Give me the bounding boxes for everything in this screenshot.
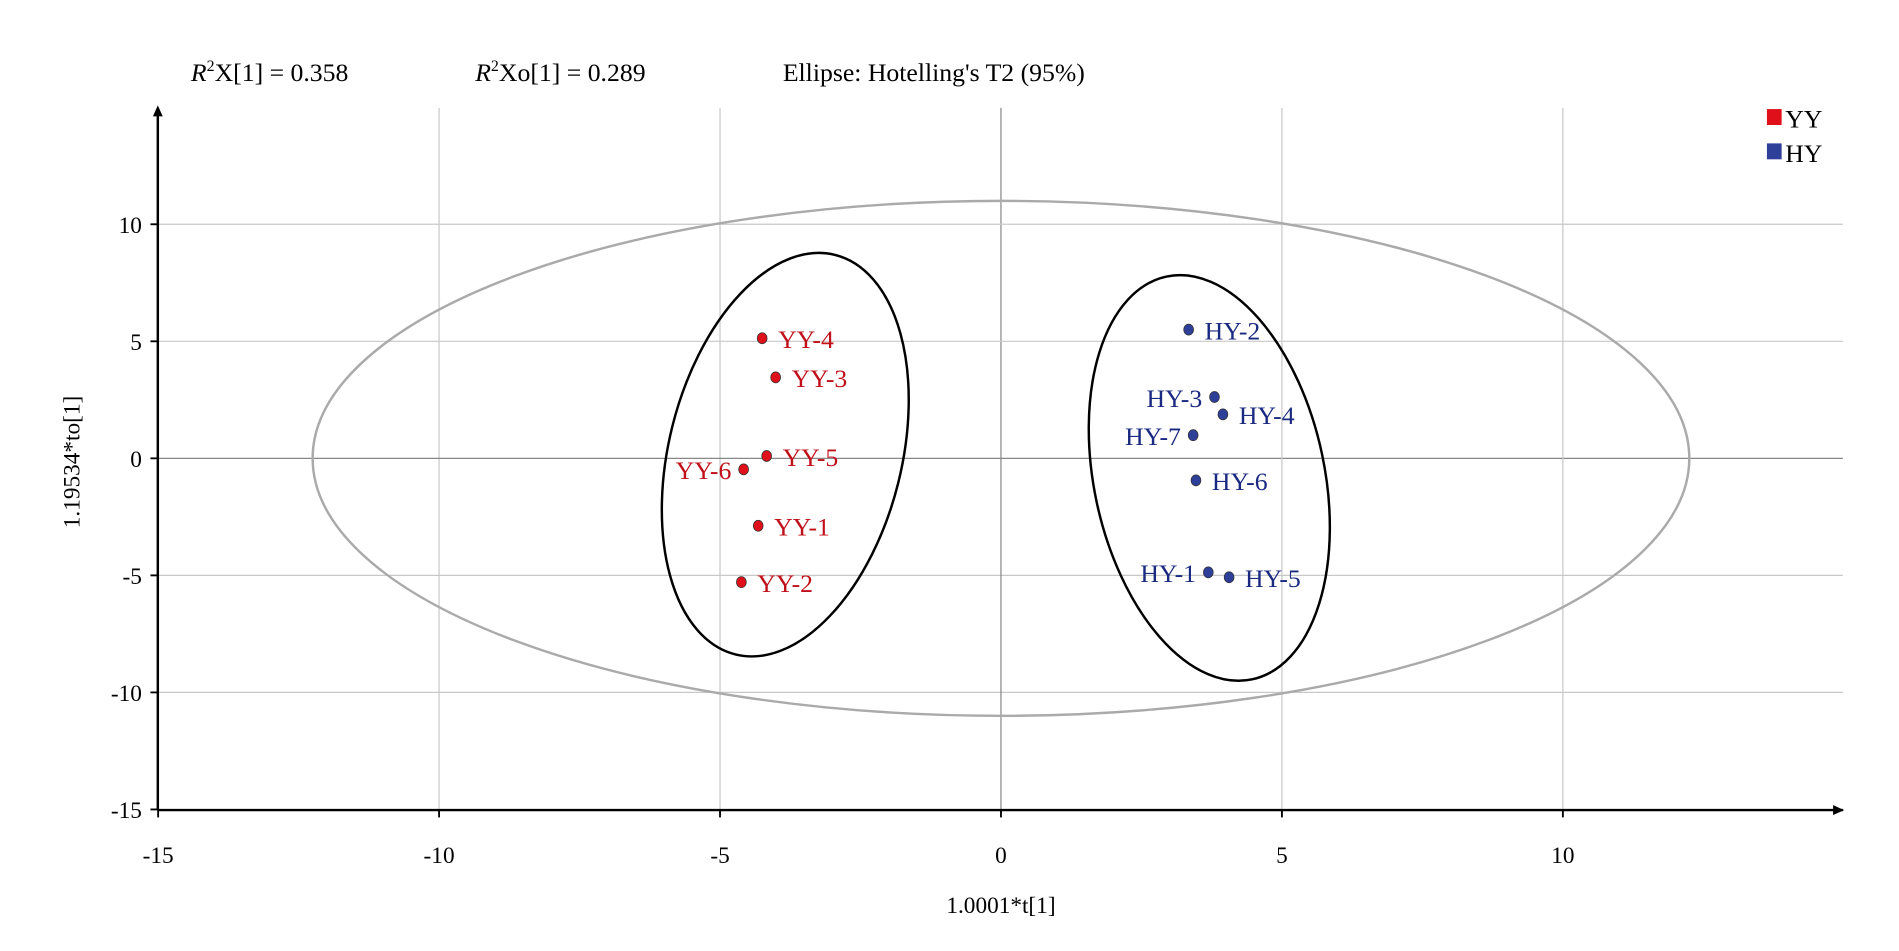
x-tick-label: -5 (710, 843, 729, 869)
point-label-yy-5: YY-5 (783, 443, 839, 472)
point-label-yy-2: YY-2 (757, 569, 813, 598)
data-point-hy-5 (1223, 571, 1235, 584)
point-label-yy-4: YY-4 (778, 325, 834, 354)
y-tick-label: 10 (119, 213, 142, 239)
ellipses (311, 199, 1691, 718)
point-label-yy-3: YY-3 (792, 364, 848, 393)
legend-swatch-yy (1766, 109, 1782, 126)
data-point-hy-4 (1217, 408, 1229, 421)
points: YY-4 YY-3 YY-5 YY-6 YY-1 YY-2 HY-2 HY-3 HY-4 HY-7… (676, 316, 1301, 598)
data-point-yy-3 (770, 371, 781, 384)
point-label-hy-1: HY-1 (1140, 559, 1196, 588)
x-tick-label: 5 (1276, 843, 1288, 869)
x-tick-label: 10 (1551, 843, 1574, 869)
point-label-yy-6: YY-6 (676, 456, 732, 485)
axes: -15 -10 -5 0 5 10 10 5 0 -5 -10 -15 (111, 105, 1845, 869)
data-point-hy-1 (1203, 566, 1214, 579)
point-label-hy-6: HY-6 (1212, 467, 1268, 496)
x-axis-arrow-icon (1833, 805, 1845, 815)
header: R2X[1] = 0.358 R2Xo[1] = 0.289 Ellipse: … (190, 58, 1085, 87)
data-point-yy-2 (736, 576, 747, 589)
yy-group-ellipse (660, 251, 910, 658)
point-label-hy-4: HY-4 (1239, 401, 1295, 430)
legend: YY HY (1766, 104, 1822, 168)
hotelling-t2-ellipse (311, 199, 1691, 718)
data-point-yy-1 (752, 519, 764, 532)
y-axis-label: 1.19534*to[1] (59, 396, 85, 528)
y-tick-label: 0 (130, 447, 142, 473)
r2x-stat: R2X[1] = 0.358 (190, 58, 348, 87)
data-point-yy-6 (738, 463, 749, 476)
point-label-hy-3: HY-3 (1147, 384, 1203, 413)
legend-swatch-hy (1766, 143, 1782, 160)
y-tick-label: -15 (111, 798, 142, 824)
legend-label-hy: HY (1785, 139, 1822, 168)
grid (157, 107, 1843, 811)
y-tick-label: -5 (122, 564, 141, 590)
x-axis-label: 1.0001*t[1] (946, 893, 1055, 919)
y-tick-label: 5 (130, 330, 142, 356)
x-tick-label: -10 (424, 843, 455, 869)
data-point-hy-3 (1209, 391, 1220, 403)
point-label-hy-2: HY-2 (1205, 316, 1261, 345)
r2xo-stat: R2Xo[1] = 0.289 (474, 58, 645, 87)
data-point-yy-4 (756, 332, 768, 345)
point-label-yy-1: YY-1 (774, 513, 830, 542)
data-point-hy-6 (1190, 474, 1202, 487)
x-tick-label: -15 (143, 843, 174, 869)
data-point-hy-7 (1187, 429, 1199, 442)
ellipse-note: Ellipse: Hotelling's T2 (95%) (783, 58, 1085, 87)
point-label-hy-7: HY-7 (1125, 422, 1181, 451)
legend-label-yy: YY (1785, 104, 1822, 133)
hy-group-ellipse (1087, 273, 1332, 682)
y-tick-label: -10 (111, 681, 142, 707)
y-axis-arrow-icon (152, 105, 163, 117)
x-tick-label: 0 (995, 843, 1007, 869)
point-label-hy-5: HY-5 (1245, 564, 1301, 593)
data-point-yy-5 (761, 450, 772, 462)
data-point-hy-2 (1183, 323, 1194, 336)
